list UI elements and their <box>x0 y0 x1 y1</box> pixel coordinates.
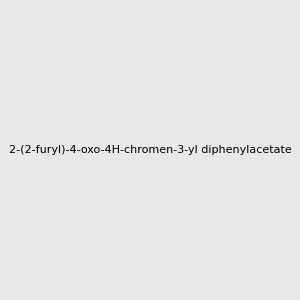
Text: 2-(2-furyl)-4-oxo-4H-chromen-3-yl diphenylacetate: 2-(2-furyl)-4-oxo-4H-chromen-3-yl diphen… <box>9 145 291 155</box>
